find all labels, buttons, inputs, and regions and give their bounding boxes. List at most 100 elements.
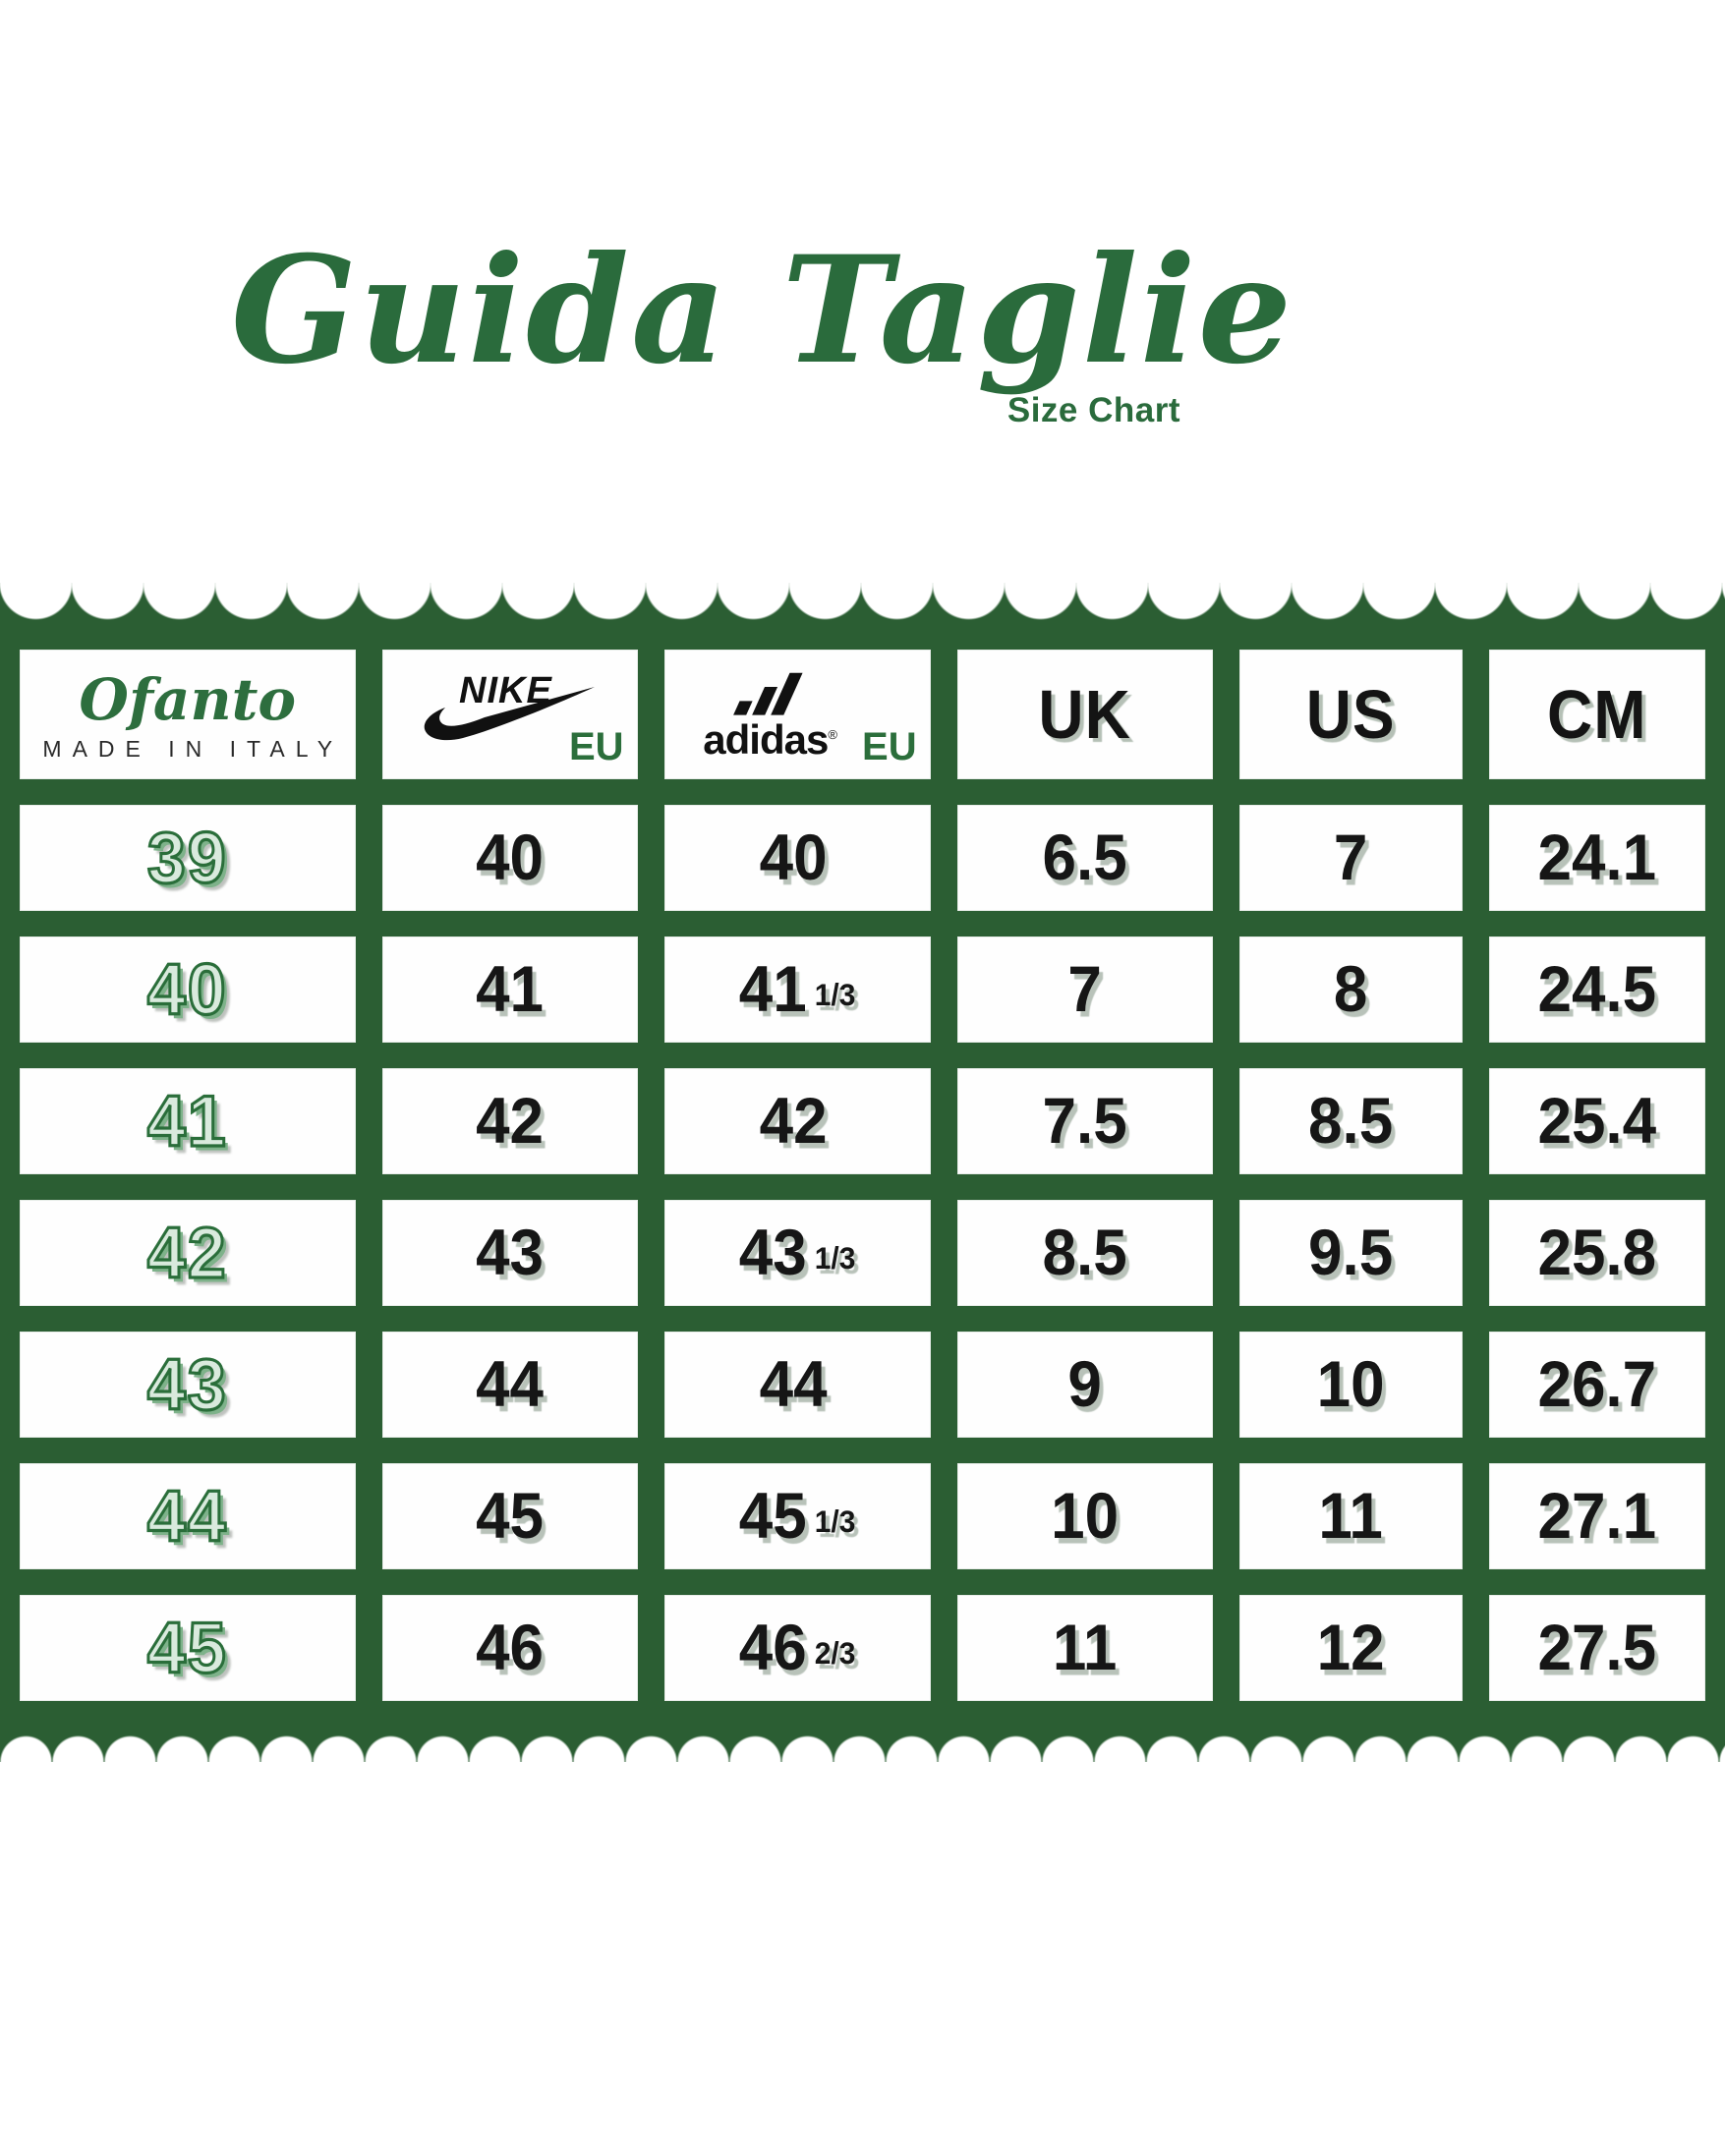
table-cell-nike: 46 [381,1595,638,1701]
adidas-size-fraction: 2/3 [814,1635,856,1671]
table-cell-nike: 41 [381,936,638,1043]
nike-size: 40 [476,822,545,894]
uk-size: 9 [1067,1348,1102,1421]
adidas-wordmark: adidas® [703,716,837,763]
size-table-band: Ofanto MADE IN ITALY NIKE EU [0,583,1725,1762]
table-cell-cm: 24.5 [1488,936,1705,1043]
table-cell-uk: 11 [956,1595,1213,1701]
table-cell-uk: 8.5 [956,1200,1213,1306]
table-cell-nike: 44 [381,1332,638,1438]
nike-size: 41 [476,953,545,1026]
us-column-header: US [1305,676,1396,753]
cm-size: 25.4 [1537,1085,1657,1158]
adidas-size: 46 2/3 [738,1612,856,1684]
adidas-size: 42 [759,1085,828,1158]
table-cell-cm: 25.4 [1488,1068,1705,1174]
registered-mark: ® [828,727,837,742]
cm-size: 27.1 [1537,1480,1657,1553]
nike-size: 43 [476,1217,545,1289]
header-cm-cell: CM [1488,650,1705,779]
ofanto-size: 42 [145,1211,228,1294]
adidas-size: 40 [759,822,828,894]
ofanto-size: 44 [145,1474,228,1558]
header-nike-cell: NIKE EU [381,650,638,779]
ofanto-size: 43 [145,1342,228,1426]
uk-size: 8.5 [1042,1217,1127,1289]
scallop-bottom-edge [0,1721,1725,1762]
us-size: 8.5 [1308,1085,1394,1158]
table-cell-cm: 25.8 [1488,1200,1705,1306]
table-cell-us: 11 [1238,1463,1463,1569]
adidas-logo-icon: adidas® [703,668,837,763]
table-cell-nike: 42 [381,1068,638,1174]
brand-logo: Ofanto [79,665,297,733]
cm-column-header: CM [1547,676,1647,753]
scallop-top-edge [0,583,1725,630]
us-size: 11 [1318,1480,1383,1553]
adidas-size: 41 1/3 [738,953,856,1026]
uk-size: 7.5 [1042,1085,1127,1158]
cm-size: 24.1 [1537,822,1657,894]
cm-size: 26.7 [1537,1348,1657,1421]
table-cell-nike: 43 [381,1200,638,1306]
table-cell-us: 10 [1238,1332,1463,1438]
page-title: Guida Taglie [231,224,1294,397]
us-size: 12 [1316,1612,1385,1684]
ofanto-size: 39 [145,816,228,899]
adidas-size: 45 1/3 [738,1480,856,1553]
nike-size: 46 [476,1612,545,1684]
table-cell-ofanto: 41 [20,1068,356,1174]
header-brand-cell: Ofanto MADE IN ITALY [20,650,356,779]
ofanto-size: 45 [145,1606,228,1689]
table-cell-ofanto: 43 [20,1332,356,1438]
nike-size: 44 [476,1348,545,1421]
table-cell-ofanto: 39 [20,805,356,911]
table-cell-uk: 9 [956,1332,1213,1438]
table-cell-nike: 40 [381,805,638,911]
table-cell-adidas: 46 2/3 [663,1595,931,1701]
cm-size: 24.5 [1537,953,1657,1026]
size-table-body: Ofanto MADE IN ITALY NIKE EU [0,630,1725,1721]
table-cell-uk: 10 [956,1463,1213,1569]
nike-size: 45 [476,1480,545,1553]
table-cell-adidas: 42 [663,1068,931,1174]
table-cell-uk: 7 [956,936,1213,1043]
us-size: 10 [1316,1348,1385,1421]
table-cell-adidas: 43 1/3 [663,1200,931,1306]
uk-size: 6.5 [1042,822,1127,894]
ofanto-size: 40 [145,947,228,1031]
nike-logo-icon: NIKE [424,670,595,741]
adidas-size-fraction: 1/3 [814,1504,856,1539]
cm-size: 25.8 [1537,1217,1657,1289]
table-cell-ofanto: 40 [20,936,356,1043]
header-adidas-cell: adidas® EU [663,650,931,779]
table-cell-uk: 6.5 [956,805,1213,911]
us-size: 8 [1333,953,1368,1026]
table-cell-us: 8 [1238,936,1463,1043]
table-cell-cm: 24.1 [1488,805,1705,911]
brand-tagline: MADE IN ITALY [42,735,344,762]
ofanto-size: 41 [145,1079,228,1163]
us-size: 7 [1333,822,1368,894]
size-table: Ofanto MADE IN ITALY NIKE EU [20,650,1705,1701]
table-cell-us: 8.5 [1238,1068,1463,1174]
page-subtitle: Size Chart [1006,390,1180,429]
table-cell-us: 9.5 [1238,1200,1463,1306]
uk-size: 11 [1052,1612,1118,1684]
table-cell-cm: 27.5 [1488,1595,1705,1701]
table-cell-us: 12 [1238,1595,1463,1701]
table-cell-us: 7 [1238,805,1463,911]
uk-column-header: UK [1038,676,1131,753]
table-cell-uk: 7.5 [956,1068,1213,1174]
nike-eu-label: EU [569,725,624,768]
adidas-eu-label: EU [862,725,917,768]
table-cell-ofanto: 42 [20,1200,356,1306]
header-uk-cell: UK [956,650,1213,779]
table-cell-adidas: 45 1/3 [663,1463,931,1569]
adidas-size: 44 [759,1348,828,1421]
table-cell-nike: 45 [381,1463,638,1569]
title-block: Guida Taglie Size Chart [231,224,1294,430]
nike-size: 42 [476,1085,545,1158]
table-cell-adidas: 44 [663,1332,931,1438]
